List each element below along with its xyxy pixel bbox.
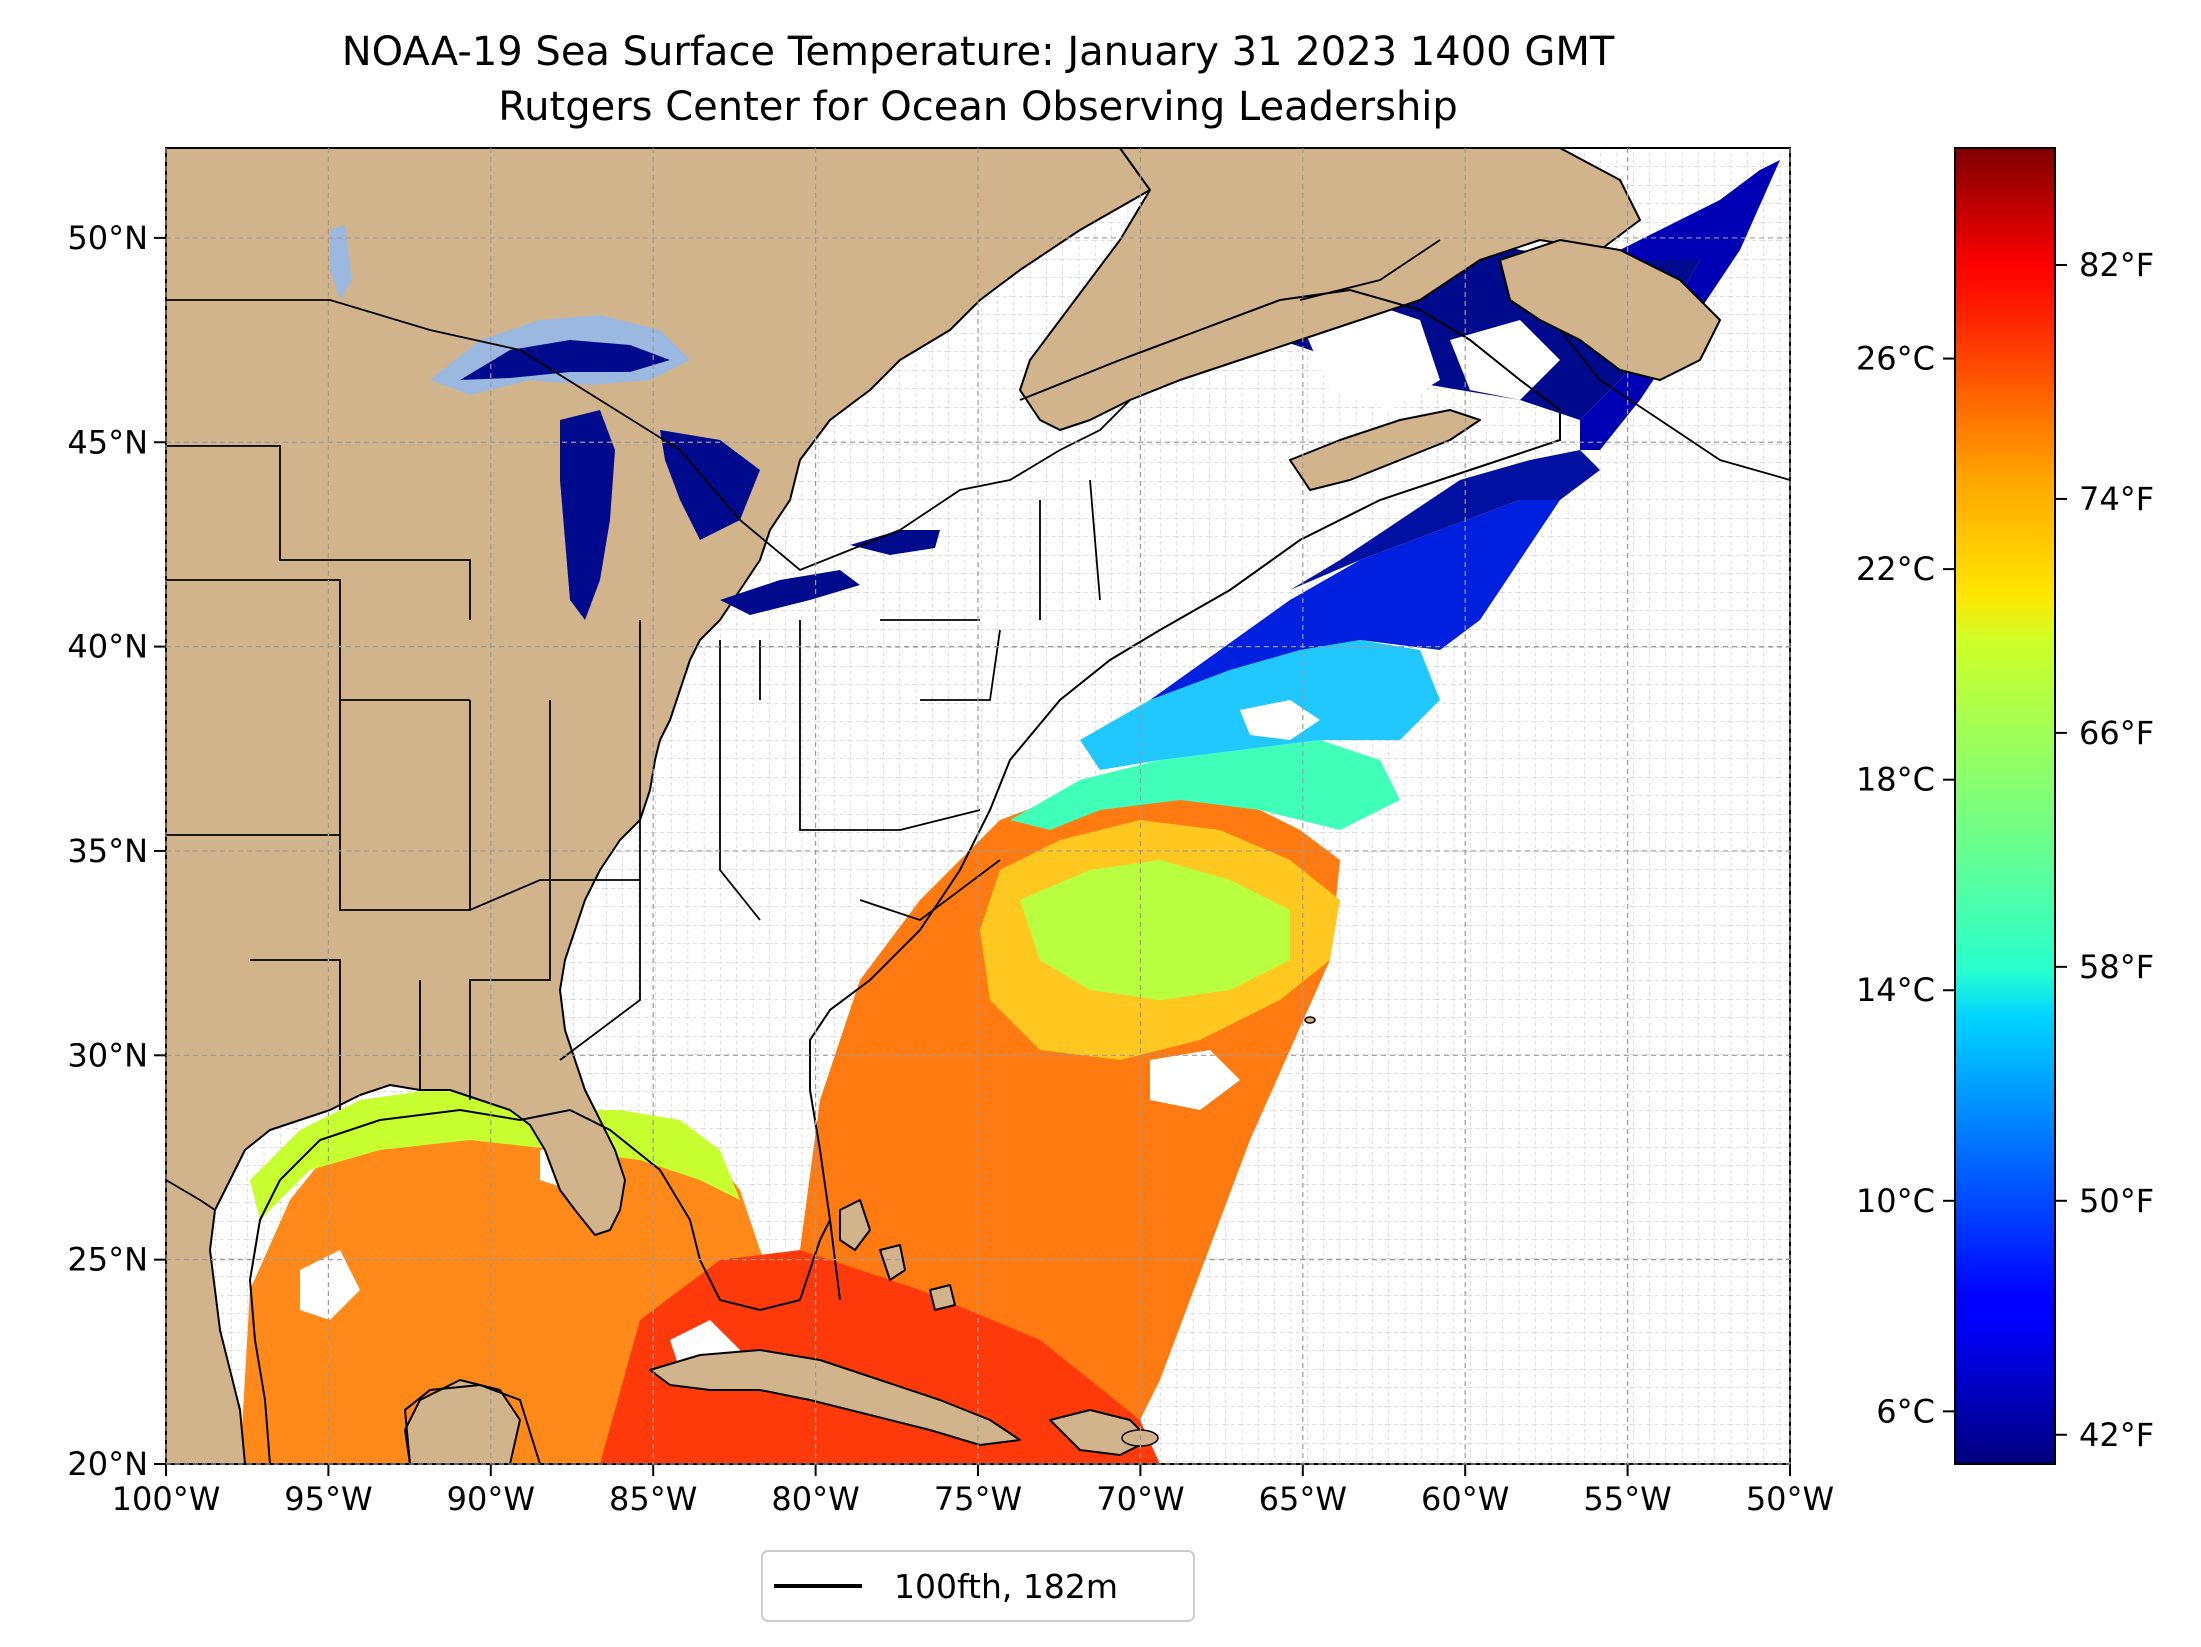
sst-gulf-of-maine-cold [1150, 500, 1560, 700]
colorbar-fahrenheit-ticks: 42°F 50°F 58°F 66°F 74°F 82°F [2055, 246, 2154, 1454]
isobath-gulf-west [248, 1179, 281, 1464]
state-border [1039, 479, 1101, 620]
sst-slope-yellowgreen [1020, 860, 1290, 1000]
latitude-axis: 20°N 25°N 30°N 35°N 40°N 45°N 50°N [67, 219, 1790, 1483]
lon-tick-label: 100°W [112, 1480, 221, 1518]
celsius-tick-label: 6°C [1876, 1392, 1935, 1430]
lon-tick-label: 75°W [934, 1480, 1022, 1518]
north-america-land [166, 148, 1151, 1464]
legend-box [761, 1550, 1195, 1622]
sst-shelf-cool [1080, 640, 1440, 770]
celsius-tick-label: 14°C [1856, 971, 1935, 1009]
celsius-tick-label: 22°C [1856, 550, 1935, 588]
cloud-patch [1150, 1050, 1240, 1110]
fahrenheit-tick-label: 74°F [2079, 480, 2154, 518]
fahrenheit-tick-label: 82°F [2079, 246, 2154, 284]
state-border [339, 700, 341, 835]
lon-tick-label: 80°W [771, 1480, 859, 1518]
state-border [799, 620, 981, 831]
lat-tick-label: 20°N [67, 1445, 148, 1483]
province-border [1559, 329, 1790, 481]
fahrenheit-tick-label: 42°F [2079, 1416, 2154, 1454]
lon-tick-label: 90°W [447, 1480, 535, 1518]
lon-tick-label: 55°W [1583, 1480, 1671, 1518]
lake-erie [720, 570, 860, 615]
map-subtitle: Rutgers Center for Ocean Observing Leade… [498, 84, 1458, 130]
state-border [880, 619, 1001, 701]
lon-tick-label: 50°W [1746, 1480, 1834, 1518]
fahrenheit-tick-label: 58°F [2079, 948, 2154, 986]
isobath-100fth [248, 288, 1561, 1464]
sst-caribbean-warm [600, 1250, 1160, 1464]
isobath-gulf [279, 1108, 831, 1312]
lon-tick-label: 85°W [609, 1480, 697, 1518]
cloud-patch [1450, 320, 1560, 400]
legend-label: 100fth, 182m [894, 1567, 1118, 1606]
isobath-atlantic [809, 288, 1561, 1301]
state-border [166, 834, 640, 911]
longitude-axis: 100°W 95°W 90°W 85°W 80°W 75°W 70°W 65°W 60°W 55°… [112, 148, 1834, 1518]
lat-tick-label: 50°N [67, 219, 148, 257]
lon-tick-label: 65°W [1259, 1480, 1347, 1518]
cloud-patch [300, 1250, 360, 1320]
lon-tick-label: 95°W [284, 1480, 372, 1518]
legend: 100fth, 182m [761, 1550, 1195, 1622]
lake-winnipeg [330, 225, 352, 300]
state-border [469, 700, 551, 1100]
bahamas-islands [839, 1199, 956, 1311]
cloud-patch [1240, 700, 1320, 740]
colorbar-celsius-ticks: 6°C 10°C 14°C 18°C 22°C 26°C [1856, 340, 1955, 1430]
cuba-land [649, 1349, 1021, 1446]
state-border [859, 859, 1001, 922]
lake-superior-ice [460, 340, 670, 380]
lat-tick-label: 40°N [67, 628, 148, 666]
fahrenheit-tick-label: 66°F [2079, 714, 2154, 752]
bermuda-island [1304, 1016, 1316, 1024]
canada-maritimes-land [1019, 148, 1641, 431]
celsius-tick-label: 10°C [1856, 1182, 1935, 1220]
state-border [166, 1179, 216, 1211]
lon-tick-label: 70°W [1096, 1480, 1184, 1518]
state-border [719, 640, 761, 921]
isobath-yucatan [403, 1383, 541, 1464]
lake-ontario [850, 530, 940, 555]
map-title: NOAA-19 Sea Surface Temperature: January… [342, 29, 1615, 75]
celsius-tick-label: 26°C [1856, 340, 1935, 378]
fahrenheit-tick-label: 50°F [2079, 1182, 2154, 1220]
colorbar-gradient [1954, 147, 2056, 1465]
celsius-tick-label: 18°C [1856, 761, 1935, 799]
lat-tick-label: 35°N [67, 832, 148, 870]
colorbar: 6°C 10°C 14°C 18°C 22°C 26°C 42°F 50°F 58°F 66°F… [1856, 147, 2154, 1465]
great-lakes [330, 225, 940, 620]
lat-tick-label: 45°N [67, 423, 148, 461]
lon-tick-label: 60°W [1421, 1480, 1509, 1518]
newfoundland-land [1499, 239, 1721, 381]
land [166, 148, 1721, 1464]
state-border [166, 579, 470, 701]
sst-scotian-coldest [1290, 450, 1600, 590]
lake-michigan [560, 410, 615, 620]
state-border [166, 445, 471, 620]
state-border [250, 959, 421, 1110]
lat-tick-label: 25°N [67, 1241, 148, 1279]
canada-us-border [166, 299, 1131, 572]
lat-tick-label: 30°N [67, 1036, 148, 1074]
state-border [559, 620, 641, 1061]
